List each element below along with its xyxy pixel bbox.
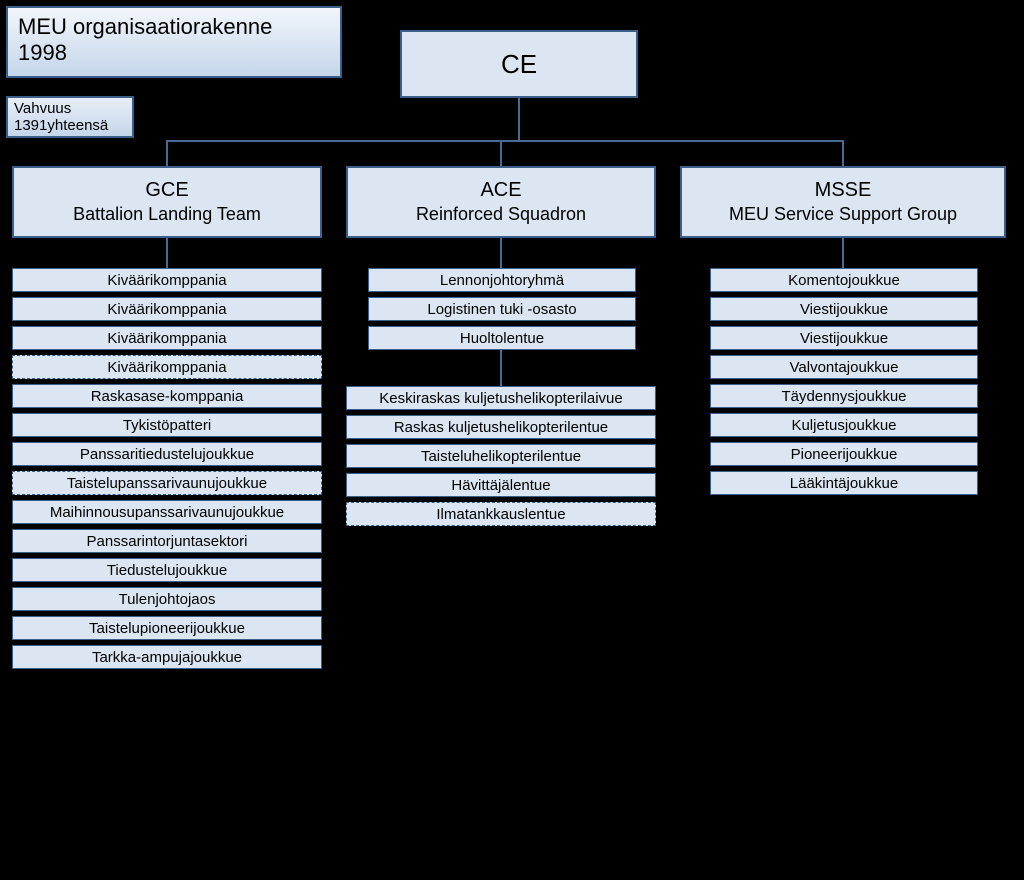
unit-box: Taistelupanssarivaunujoukkue xyxy=(12,471,322,495)
unit-box: Tiedustelujoukkue xyxy=(12,558,322,582)
unit-box: Viestijoukkue xyxy=(710,326,978,350)
unit-box: Panssaritiedustelujoukkue xyxy=(12,442,322,466)
unit-box: Lennonjohtoryhmä xyxy=(368,268,636,292)
unit-box: Maihinnousupanssarivaunujoukkue xyxy=(12,500,322,524)
unit-box: Taistelupioneerijoukkue xyxy=(12,616,322,640)
unit-box: Kiväärikomppania xyxy=(12,326,322,350)
unit-box: Kuljetusjoukkue xyxy=(710,413,978,437)
title-box: MEU organisaatiorakenne 1998 xyxy=(6,6,342,78)
unit-box: Kiväärikomppania xyxy=(12,297,322,321)
title-line1: MEU organisaatiorakenne xyxy=(18,14,272,40)
empty-region xyxy=(346,548,656,596)
root-node-ce: CE xyxy=(400,30,638,98)
unit-box: Raskasase-komppania xyxy=(12,384,322,408)
empty-region xyxy=(12,692,322,816)
branch-msse-name: MEU Service Support Group xyxy=(729,203,957,226)
branch-gce-name: Battalion Landing Team xyxy=(73,203,261,226)
unit-box: Logistinen tuki -osasto xyxy=(368,297,636,321)
unit-box: Kiväärikomppania xyxy=(12,355,322,379)
strength-line1: Vahvuus xyxy=(14,100,71,117)
root-label: CE xyxy=(501,49,537,80)
unit-box: Huoltolentue xyxy=(368,326,636,350)
unit-box: Panssarintorjuntasektori xyxy=(12,529,322,553)
unit-box: Tykistöpatteri xyxy=(12,413,322,437)
unit-box: Lääkintäjoukkue xyxy=(710,471,978,495)
strength-box: Vahvuus 1391yhteensä xyxy=(6,96,134,138)
branch-ace: ACE Reinforced Squadron xyxy=(346,166,656,238)
unit-box: Valvontajoukkue xyxy=(710,355,978,379)
branch-ace-name: Reinforced Squadron xyxy=(416,203,586,226)
unit-box: Hävittäjälentue xyxy=(346,473,656,497)
branch-gce-code: GCE xyxy=(145,177,188,203)
strength-line2: 1391yhteensä xyxy=(14,117,108,134)
unit-box: Komentojoukkue xyxy=(710,268,978,292)
unit-box: Kiväärikomppania xyxy=(12,268,322,292)
unit-box: Keskiraskas kuljetushelikopterilaivue xyxy=(346,386,656,410)
branch-ace-code: ACE xyxy=(480,177,521,203)
title-line2: 1998 xyxy=(18,40,67,66)
unit-box: Viestijoukkue xyxy=(710,297,978,321)
branch-gce: GCE Battalion Landing Team xyxy=(12,166,322,238)
unit-box: Tarkka-ampujajoukkue xyxy=(12,645,322,669)
unit-box: Täydennysjoukkue xyxy=(710,384,978,408)
unit-box: Taisteluhelikopterilentue xyxy=(346,444,656,468)
unit-box: Pioneerijoukkue xyxy=(710,442,978,466)
branch-msse: MSSE MEU Service Support Group xyxy=(680,166,1006,238)
unit-box: Ilmatankkauslentue xyxy=(346,502,656,526)
unit-box: Tulenjohtojaos xyxy=(12,587,322,611)
unit-box: Raskas kuljetushelikopterilentue xyxy=(346,415,656,439)
branch-msse-code: MSSE xyxy=(815,177,872,203)
